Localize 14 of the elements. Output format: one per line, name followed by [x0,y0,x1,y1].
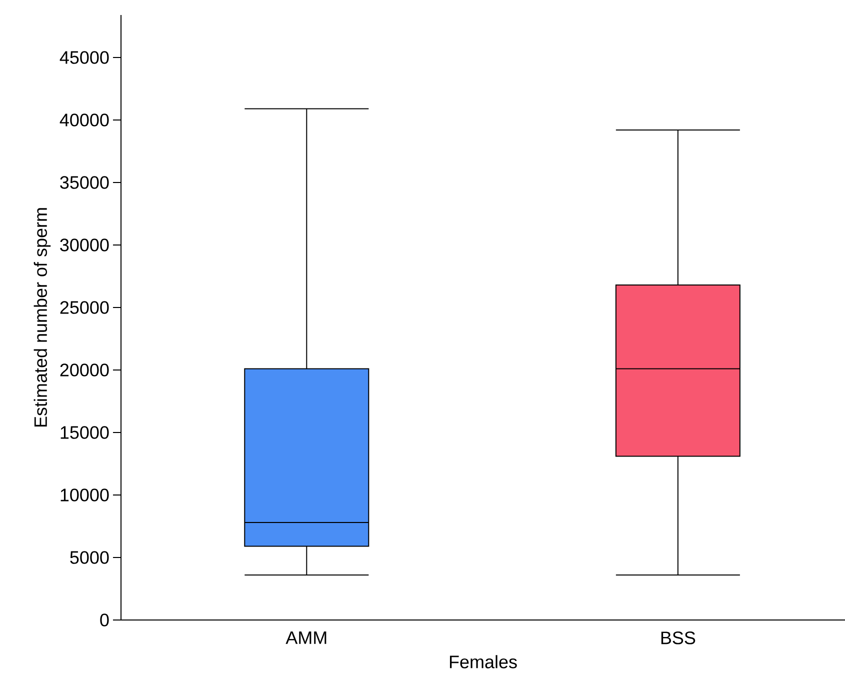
y-tick-label: 25000 [60,301,109,314]
y-tick-label: 30000 [60,238,109,252]
y-tick-label: 40000 [60,114,109,126]
y-tick-label: 0 [100,614,109,626]
x-axis-title: Females [450,655,517,668]
y-tick-label: 15000 [60,426,109,439]
y-tick-label: 45000 [60,51,109,64]
y-tick-label: 20000 [60,364,109,376]
x-tick-label: BSS [661,632,696,644]
y-tick-label: 35000 [60,176,109,189]
y-tick-label: 5000 [70,551,109,564]
x-tick-label: AMM [286,632,326,644]
y-axis-title: Estimated number of sperm [34,208,51,427]
y-tick-label: 10000 [60,488,109,502]
